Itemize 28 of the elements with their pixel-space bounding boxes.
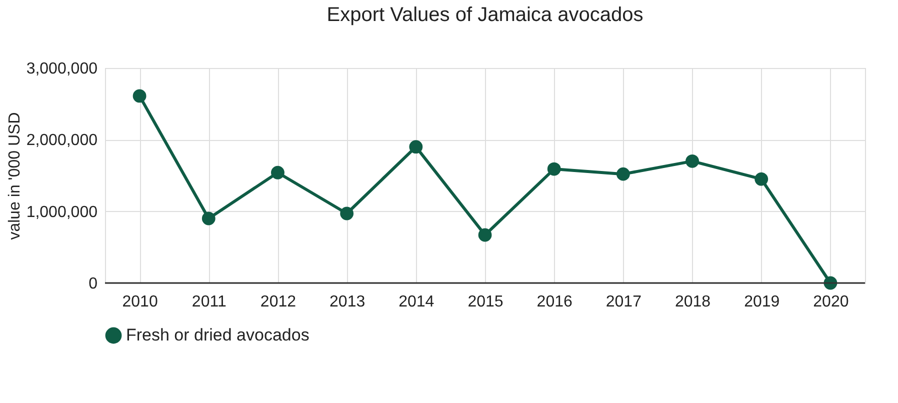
point [340,206,354,220]
point [202,212,216,226]
x-tick-label: 2014 [398,294,434,310]
x-tick-label: 2018 [674,294,711,310]
x-tick-label: 2016 [536,294,572,310]
point [547,162,561,176]
legend-label: Fresh or dried avocados [126,326,310,344]
point [616,167,630,181]
y-tick-label: 1,000,000 [26,204,98,221]
point [754,172,768,186]
x-tick-label: 2015 [468,294,504,310]
y-tick-label: 3,000,000 [26,60,98,78]
point [686,154,699,168]
point [409,140,423,154]
point [478,228,492,242]
y-axis-title: value in '000 USD [6,112,24,240]
chart-title: Export Values of Jamaica avocados [326,4,644,26]
y-tick-label: 2,000,000 [26,132,98,150]
y-tick-label: 0 [88,276,98,292]
point [132,89,146,103]
x-tick-label: 2019 [744,294,780,310]
x-tick-label: 2020 [813,294,849,310]
x-tick-label: 2010 [122,294,158,310]
x-tick-label: 2017 [606,294,642,310]
x-tick-label: 2012 [260,294,296,310]
point [271,166,284,180]
x-tick-label: 2011 [192,294,226,310]
x-tick-label: 2013 [330,294,366,310]
